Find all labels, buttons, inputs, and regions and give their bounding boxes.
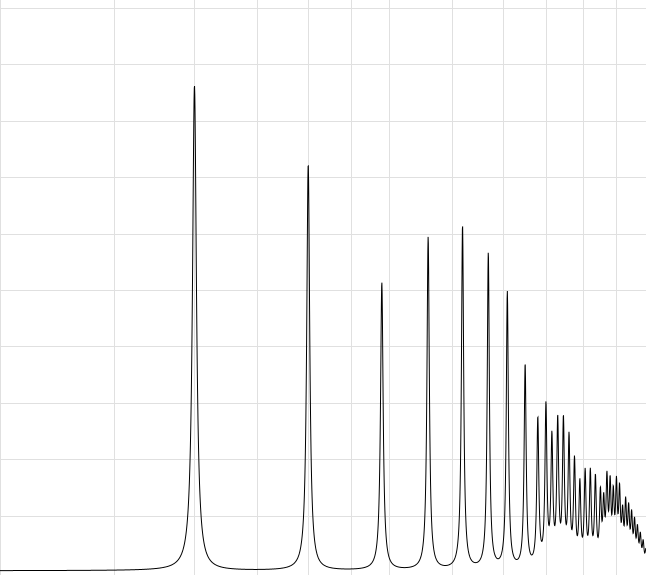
series-layer xyxy=(0,85,646,572)
series-line xyxy=(0,85,646,572)
